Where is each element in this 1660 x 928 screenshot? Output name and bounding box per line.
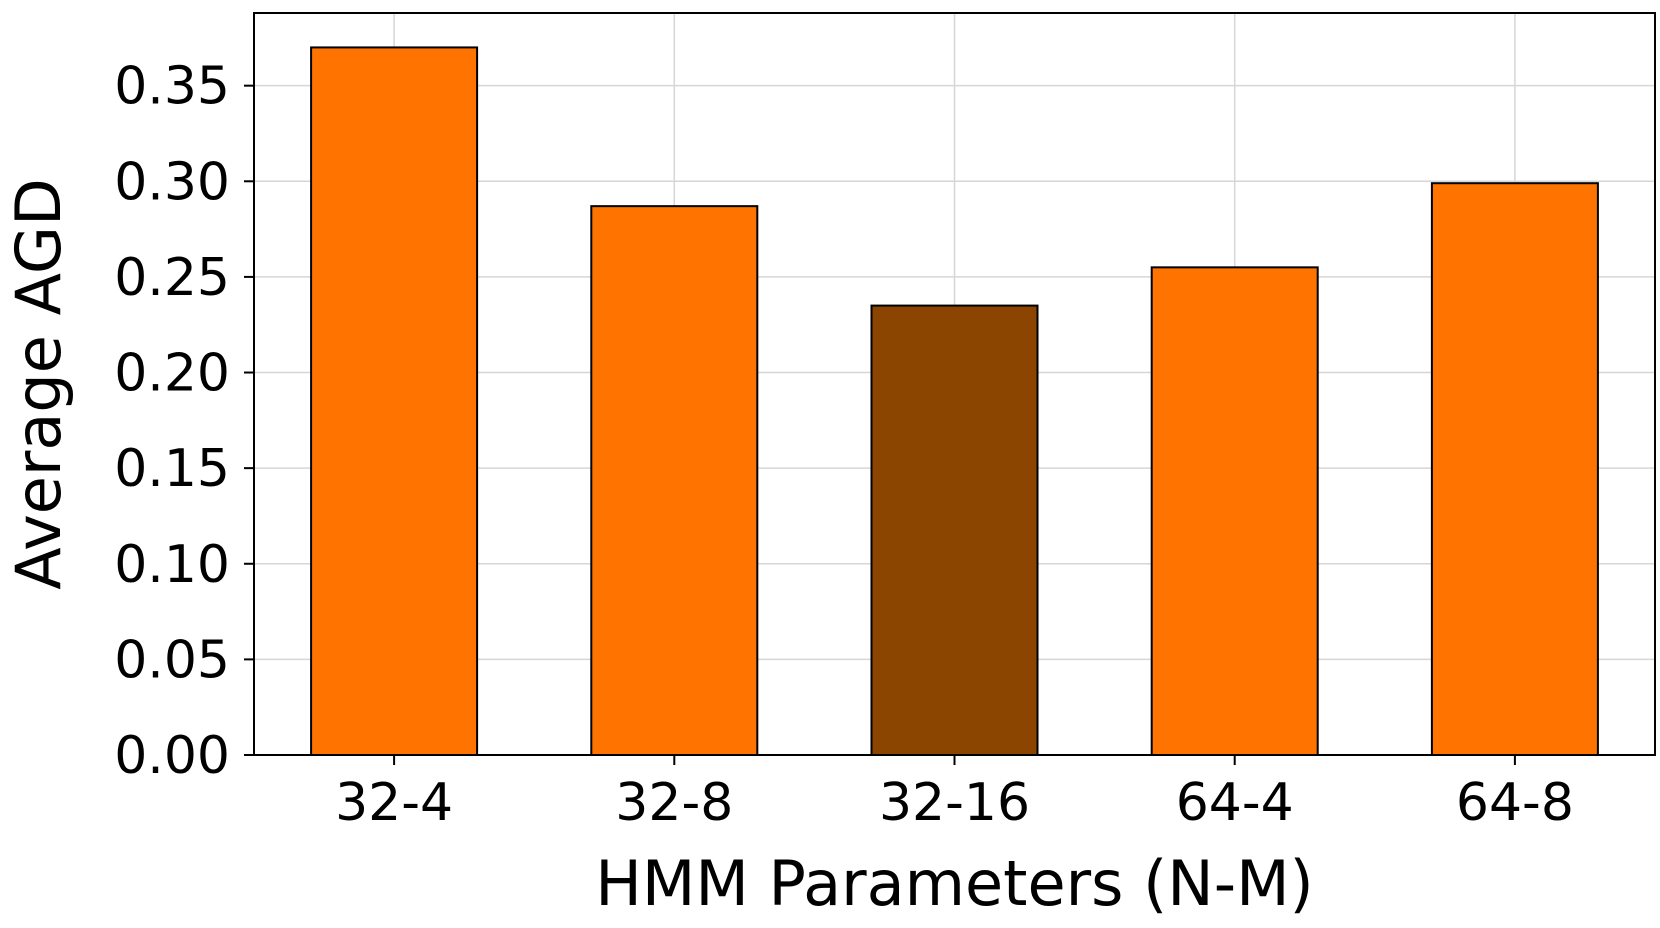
x-tick-label: 32-8 [615,773,733,833]
bars [310,46,1599,757]
x-tick-label: 32-4 [335,773,453,833]
bar-32-16 [870,304,1039,756]
x-tick-label: 64-4 [1176,773,1294,833]
y-tick-label: 0.10 [114,535,230,595]
y-axis-label: Average AGD [2,178,75,589]
bar-64-4 [1150,266,1319,756]
x-tick-label: 64-8 [1456,773,1574,833]
y-tick-label: 0.35 [114,57,230,117]
y-tick-label: 0.20 [114,344,230,404]
x-tick-label: 32-16 [879,773,1030,833]
y-axis-ticks: 0.00 0.05 0.10 0.15 0.20 0.25 0.30 0.35 [114,57,254,786]
bar-64-8 [1430,182,1599,756]
y-tick-label: 0.05 [114,630,230,690]
x-axis-ticks: 32-4 32-8 32-16 64-4 64-8 [335,755,1574,833]
bar-32-4 [310,46,479,757]
y-tick-label: 0.15 [114,439,230,499]
y-tick-label: 0.00 [114,726,230,786]
y-tick-label: 0.30 [114,152,230,212]
bar-32-8 [590,205,759,757]
y-tick-label: 0.25 [114,248,230,308]
x-axis-label: HMM Parameters (N-M) [595,847,1314,920]
